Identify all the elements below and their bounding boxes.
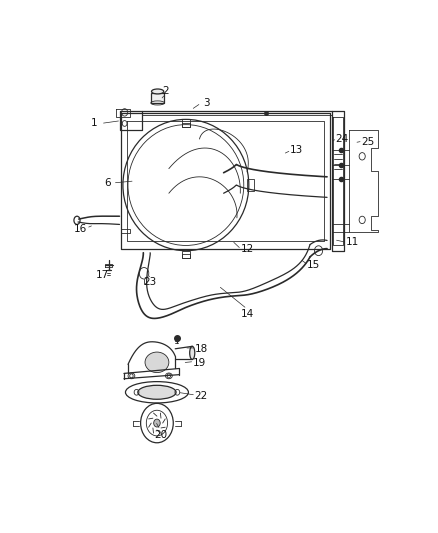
Ellipse shape — [189, 346, 194, 359]
Text: 1: 1 — [91, 118, 97, 128]
Ellipse shape — [138, 385, 176, 399]
Text: 16: 16 — [74, 224, 87, 234]
Text: 25: 25 — [360, 137, 374, 147]
Text: 23: 23 — [143, 277, 156, 287]
Text: 11: 11 — [345, 238, 358, 247]
Ellipse shape — [151, 89, 163, 94]
Text: 15: 15 — [306, 260, 319, 270]
Ellipse shape — [145, 352, 169, 373]
Text: 13: 13 — [289, 145, 302, 155]
Text: 2: 2 — [162, 86, 168, 96]
Circle shape — [153, 419, 160, 427]
Bar — [181, 119, 190, 127]
Text: 20: 20 — [153, 430, 166, 440]
Bar — [247, 179, 253, 191]
Text: 22: 22 — [194, 391, 207, 401]
Text: 17: 17 — [95, 270, 109, 279]
Text: 24: 24 — [335, 134, 348, 144]
Bar — [181, 254, 190, 258]
Text: 18: 18 — [194, 344, 207, 354]
Text: 12: 12 — [240, 245, 253, 254]
Text: 14: 14 — [240, 309, 253, 319]
Text: 3: 3 — [202, 98, 209, 108]
Bar — [151, 93, 163, 103]
Bar — [181, 251, 190, 258]
Bar — [181, 123, 190, 127]
Text: 6: 6 — [104, 178, 111, 188]
Text: 19: 19 — [192, 358, 205, 368]
